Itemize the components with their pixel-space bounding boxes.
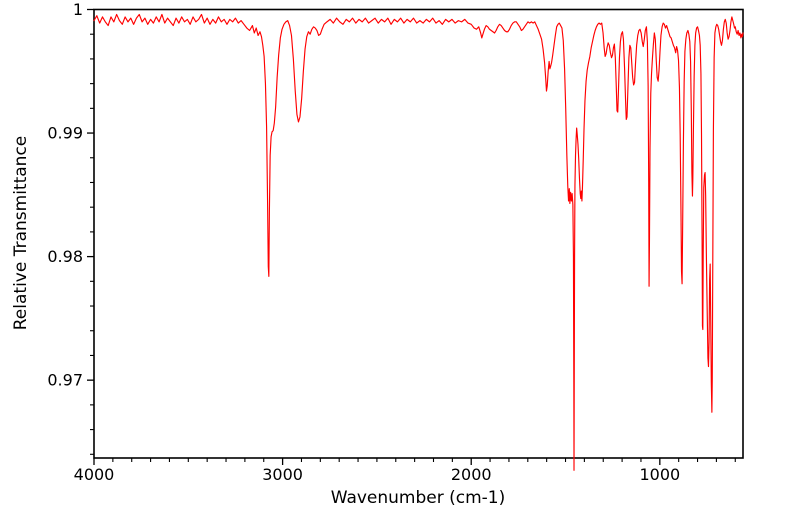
x-tick-label: 2000	[451, 465, 492, 484]
spectrum-curve	[93, 13, 744, 471]
x-tick-label: 1000	[639, 465, 680, 484]
y-tick-label: 0.99	[47, 124, 83, 143]
y-axis-title: Relative Transmittance	[11, 135, 31, 331]
axes-box	[93, 8, 744, 459]
x-axis-title: Wavenumber (cm-1)	[330, 488, 506, 508]
y-tick-label: 0.98	[47, 247, 83, 266]
y-tick-label: 0.97	[47, 371, 83, 390]
x-tick-label: 3000	[262, 465, 303, 484]
x-tick-label: 4000	[74, 465, 115, 484]
y-tick-label: 1	[73, 0, 83, 19]
